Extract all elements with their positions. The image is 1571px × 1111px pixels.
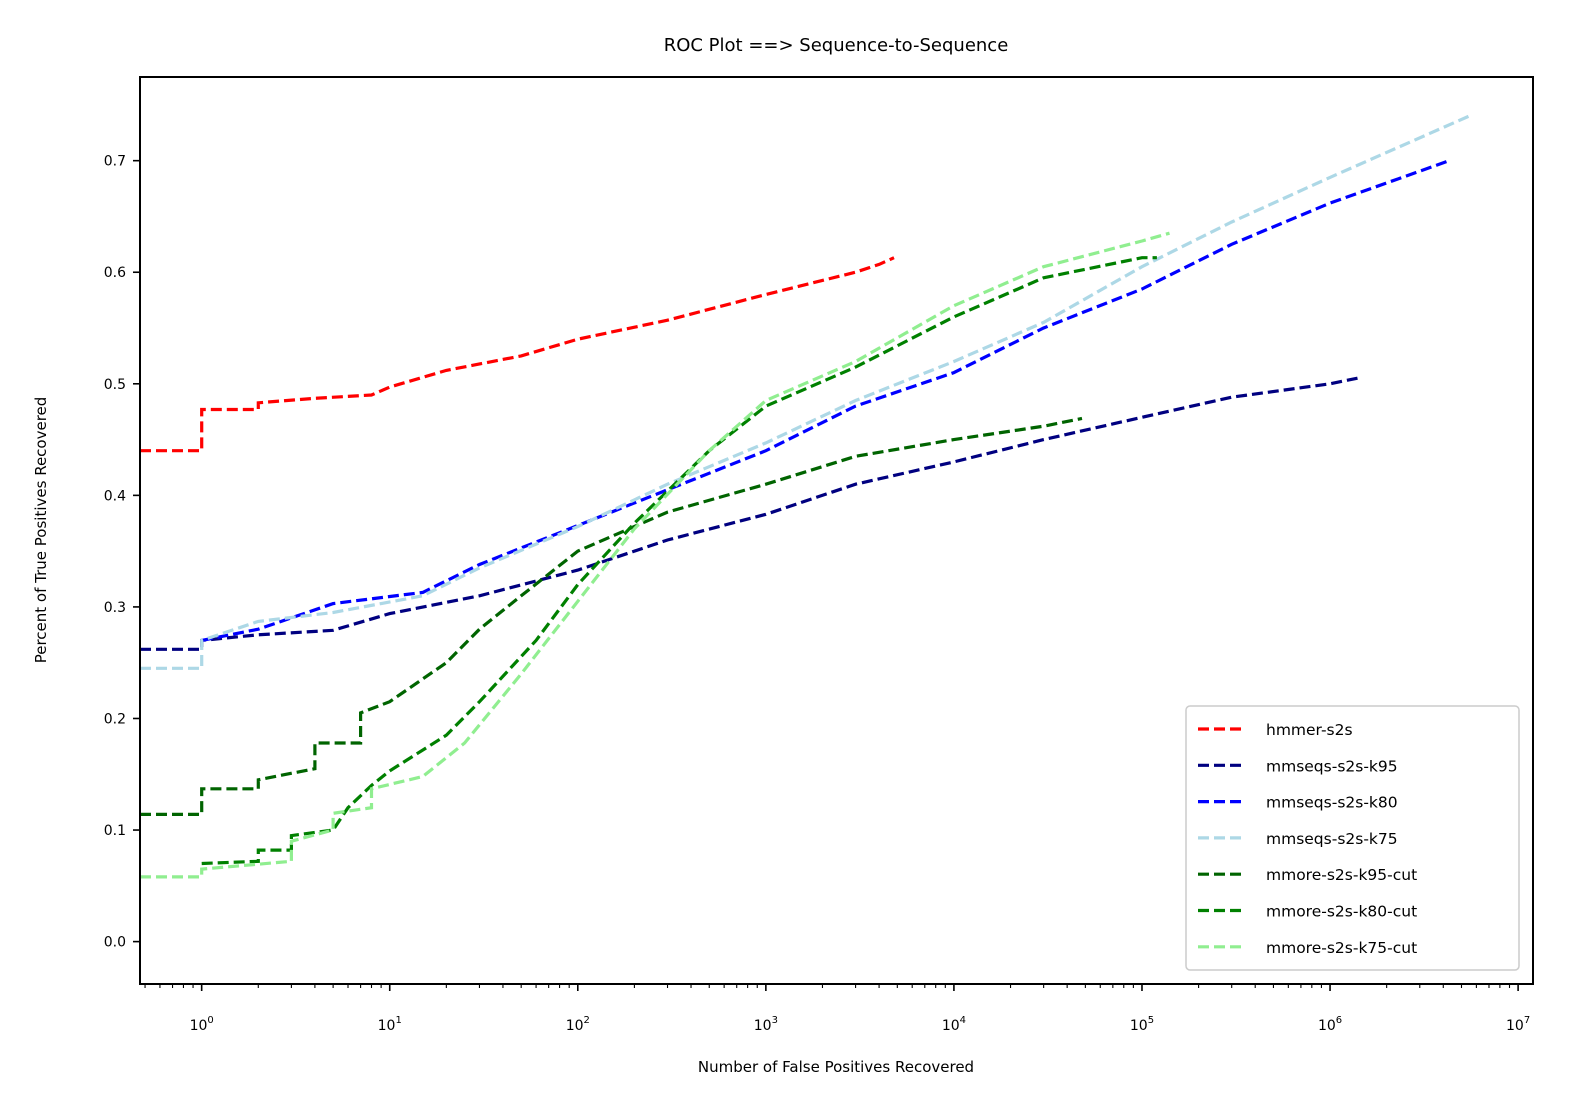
x-tick-label: 105: [1130, 1015, 1154, 1034]
x-tick-label: 104: [942, 1015, 966, 1034]
y-tick-label: 0.1: [104, 823, 126, 839]
y-tick-label: 0.0: [104, 935, 126, 951]
legend-box: [1185, 705, 1520, 971]
series-layer: [140, 114, 1470, 879]
series-line-hmmer-s2s: [140, 256, 895, 453]
legend-label-hmmer-s2s: hmmer-s2s: [1266, 721, 1353, 739]
legend-label-mmseqs-s2s-k95: mmseqs-s2s-k95: [1266, 757, 1398, 775]
series-line-mmseqs-s2s-k95: [140, 376, 1358, 651]
y-tick-label: 0.7: [104, 154, 126, 170]
x-axis: 100 101 102 103 104 105 106 107: [144, 984, 1530, 1034]
legend-label-mmore-s2s-k80-cut: mmore-s2s-k80-cut: [1266, 903, 1417, 921]
legend: hmmer-s2s mmseqs-s2s-k95 mmseqs-s2s-k80 mms…: [1185, 705, 1520, 971]
series-line-mmore-s2s-k95-cut: [140, 416, 1083, 816]
x-axis-label: Number of False Positives Recovered: [698, 1058, 974, 1076]
legend-label-mmore-s2s-k75-cut: mmore-s2s-k75-cut: [1266, 939, 1417, 957]
series-line-mmseqs-s2s-k75: [140, 114, 1470, 670]
x-tick-label: 107: [1506, 1015, 1530, 1034]
x-tick-label: 100: [190, 1015, 214, 1034]
y-tick-label: 0.3: [104, 600, 126, 616]
y-tick-label: 0.2: [104, 711, 126, 727]
x-tick-label: 102: [566, 1015, 590, 1034]
series-line-mmore-s2s-k75-cut: [140, 231, 1170, 879]
legend-label-mmore-s2s-k95-cut: mmore-s2s-k95-cut: [1266, 866, 1417, 884]
series-line-mmseqs-s2s-k80: [201, 159, 1450, 642]
x-tick-label: 103: [754, 1015, 778, 1034]
legend-label-mmseqs-s2s-k80: mmseqs-s2s-k80: [1266, 794, 1398, 812]
plot-frame: [139, 76, 1534, 985]
x-tick-label: 101: [378, 1015, 402, 1034]
legend-label-mmseqs-s2s-k75: mmseqs-s2s-k75: [1266, 830, 1398, 848]
y-axis: 0.0 0.1 0.2 0.3 0.4 0.5 0.6 0.7: [104, 154, 140, 951]
y-tick-label: 0.4: [104, 488, 126, 504]
y-tick-label: 0.6: [104, 265, 126, 281]
y-axis-label: Percent of True Positives Recovered: [32, 397, 50, 664]
series-line-mmore-s2s-k80-cut: [201, 256, 1157, 866]
x-tick-label: 106: [1318, 1015, 1342, 1034]
y-tick-label: 0.5: [104, 377, 126, 393]
chart-title: ROC Plot ==> Sequence-to-Sequence: [664, 35, 1009, 56]
